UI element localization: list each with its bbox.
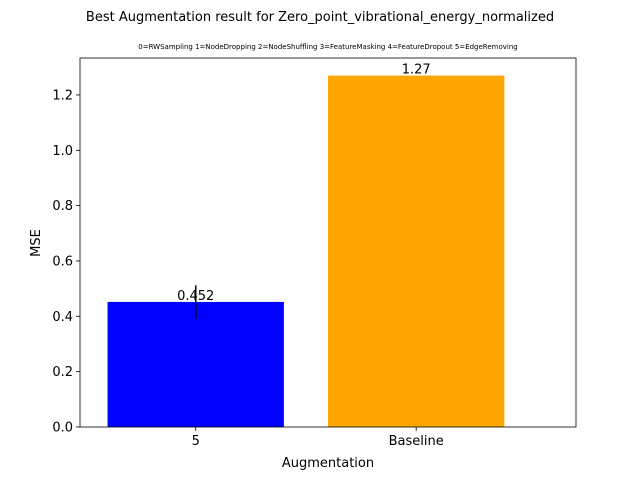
plot-area: 0.452 5 1.27 Baseline 0.0 0.2 0.4 0.6 0.8 1.0 1.2 <box>52 57 577 449</box>
y-tick-label-6: 1.2 <box>52 88 73 103</box>
y-tick-label-1: 0.2 <box>52 365 73 380</box>
bar-0 <box>107 301 284 427</box>
x-axis-label: Augmentation <box>282 456 374 471</box>
y-tick-label-3: 0.6 <box>52 254 73 269</box>
chart-subtitle: 0=RWSampling 1=NodeDropping 2=NodeShuffl… <box>138 43 517 51</box>
y-tick-label-5: 1.0 <box>52 144 73 159</box>
chart-title: Best Augmentation result for Zero_point_… <box>86 10 554 25</box>
plot-frame <box>79 57 577 428</box>
y-tick-label-0: 0.0 <box>52 421 73 436</box>
y-axis-label: MSE <box>29 229 44 257</box>
x-tick-label-0: 5 <box>192 434 200 449</box>
y-tick-label-4: 0.8 <box>52 199 73 214</box>
data-label-0: 0.452 <box>177 289 214 304</box>
y-tick-label-2: 0.4 <box>52 310 73 325</box>
data-label-1: 1.27 <box>402 63 431 78</box>
x-tick-label-1: Baseline <box>389 434 444 449</box>
bar-1 <box>328 75 505 428</box>
